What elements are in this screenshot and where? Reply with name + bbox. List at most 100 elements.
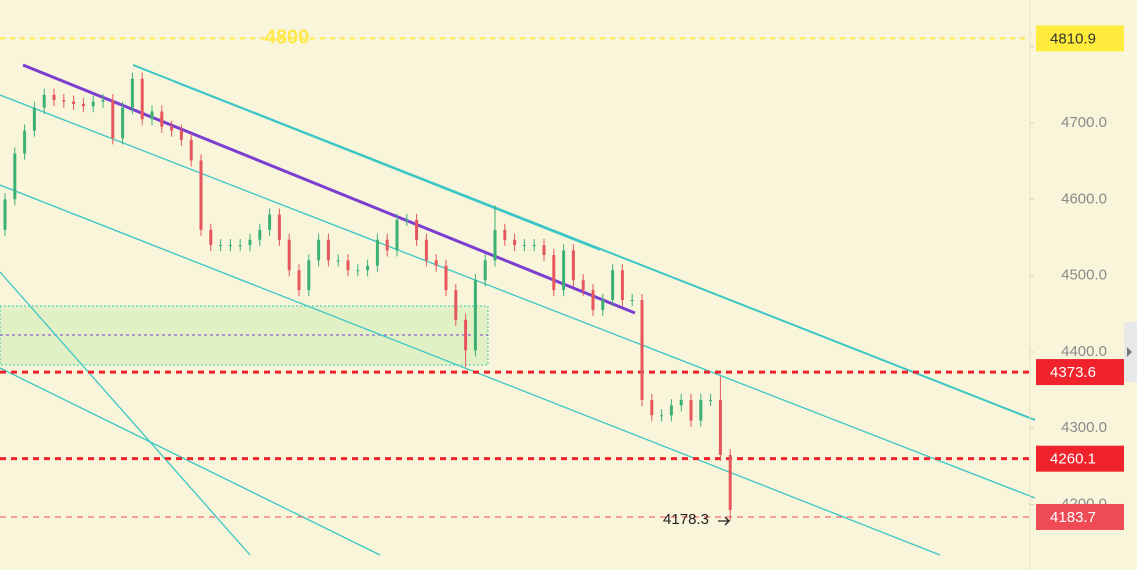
candle-body bbox=[32, 107, 36, 131]
zone bbox=[0, 305, 489, 366]
candle-body bbox=[464, 319, 468, 351]
candle-body bbox=[493, 229, 497, 261]
trend-line bbox=[0, 271, 251, 556]
candle-body bbox=[42, 94, 46, 108]
level-label-box bbox=[1036, 503, 1124, 530]
candle-body bbox=[434, 260, 438, 266]
purple-trend-line bbox=[22, 63, 636, 315]
candle-body bbox=[503, 229, 507, 240]
y-tick-label: 4600.0 bbox=[1061, 190, 1107, 207]
low-annotation: 4178.3 bbox=[663, 511, 709, 528]
candle-body bbox=[248, 239, 252, 246]
candle-body bbox=[307, 260, 311, 291]
candle-body bbox=[130, 78, 134, 108]
candle-body bbox=[601, 300, 605, 310]
candle-body bbox=[660, 415, 664, 417]
candle-body bbox=[454, 290, 458, 320]
candle-body bbox=[542, 245, 546, 256]
candle-body bbox=[336, 260, 340, 262]
candle-body bbox=[532, 245, 536, 247]
candle-body bbox=[562, 250, 566, 291]
candle-body bbox=[13, 153, 17, 200]
candle-body bbox=[81, 103, 85, 107]
candle-body bbox=[160, 111, 164, 127]
candle-body bbox=[415, 219, 419, 240]
price-axis: 4800.04700.04600.04500.04400.04300.04200… bbox=[1030, 25, 1124, 530]
level-label-box bbox=[1036, 445, 1124, 472]
candle-body bbox=[346, 260, 350, 271]
arrow bbox=[718, 516, 730, 526]
candle-body bbox=[238, 245, 242, 247]
candle-body bbox=[52, 94, 56, 101]
candle-body bbox=[189, 139, 193, 161]
trend-line bbox=[174, 81, 601, 251]
candle-body bbox=[709, 399, 713, 401]
candle-body bbox=[650, 399, 654, 416]
candle-body bbox=[356, 270, 360, 272]
level-label: 4260.1 bbox=[1050, 451, 1096, 468]
candles bbox=[3, 72, 732, 522]
candle-body bbox=[395, 219, 399, 251]
y-tick-label: 4400.0 bbox=[1061, 343, 1107, 360]
level-label-box bbox=[1036, 25, 1124, 52]
candle-body bbox=[199, 160, 203, 230]
trend-line bbox=[0, 184, 941, 556]
candle-body bbox=[121, 107, 125, 139]
candle-body bbox=[297, 270, 301, 291]
candle-body bbox=[611, 270, 615, 301]
y-tick-label: 4300.0 bbox=[1061, 419, 1107, 436]
candle-body bbox=[483, 260, 487, 281]
candle-body bbox=[326, 239, 330, 261]
candle-body bbox=[101, 100, 105, 102]
level-label: 4373.6 bbox=[1050, 364, 1096, 381]
candle-body bbox=[287, 239, 291, 271]
candle-body bbox=[405, 219, 409, 221]
candle-body bbox=[111, 100, 115, 139]
candle-body bbox=[424, 239, 428, 261]
candle-body bbox=[91, 101, 95, 107]
candle-body bbox=[522, 245, 526, 247]
y-tick-label: 4700.0 bbox=[1061, 114, 1107, 131]
candle-body bbox=[72, 101, 76, 104]
candle-body bbox=[140, 78, 144, 120]
levels bbox=[0, 37, 1030, 518]
candle-body bbox=[150, 111, 154, 120]
candle-body bbox=[591, 290, 595, 310]
candle-body bbox=[669, 405, 673, 416]
candle-body bbox=[630, 300, 634, 302]
candle-body bbox=[375, 239, 379, 266]
candle-body bbox=[444, 265, 448, 291]
candle-body bbox=[228, 245, 232, 247]
candle-body bbox=[258, 229, 262, 240]
level-annotation: 4800 bbox=[265, 26, 310, 48]
candle-body bbox=[718, 399, 722, 455]
candle-body bbox=[689, 399, 693, 421]
candle-body bbox=[728, 454, 732, 510]
trend-line bbox=[0, 367, 381, 556]
candle-body bbox=[277, 214, 281, 240]
candle-body bbox=[620, 270, 624, 301]
candle-body bbox=[219, 245, 223, 247]
candle-body bbox=[179, 130, 183, 140]
y-tick-label: 4500.0 bbox=[1061, 267, 1107, 284]
candle-body bbox=[209, 229, 213, 246]
candle-body bbox=[581, 280, 585, 291]
candle-body bbox=[170, 126, 174, 131]
candle-body bbox=[699, 399, 703, 421]
candle-body bbox=[317, 239, 321, 261]
candle-body bbox=[366, 265, 370, 271]
drawings bbox=[0, 63, 1036, 556]
candle-body bbox=[3, 199, 7, 230]
candle-body bbox=[552, 255, 556, 291]
candle-body bbox=[513, 239, 517, 246]
candle-body bbox=[571, 250, 575, 281]
candle-body bbox=[23, 130, 27, 154]
candle-body bbox=[473, 280, 477, 351]
trend-line bbox=[0, 94, 1036, 499]
level-label: 4183.7 bbox=[1050, 509, 1096, 526]
level-label: 4810.9 bbox=[1050, 30, 1096, 47]
candle-body bbox=[62, 100, 66, 102]
candle-body bbox=[640, 300, 644, 400]
scroll-arrow bbox=[1127, 347, 1132, 357]
